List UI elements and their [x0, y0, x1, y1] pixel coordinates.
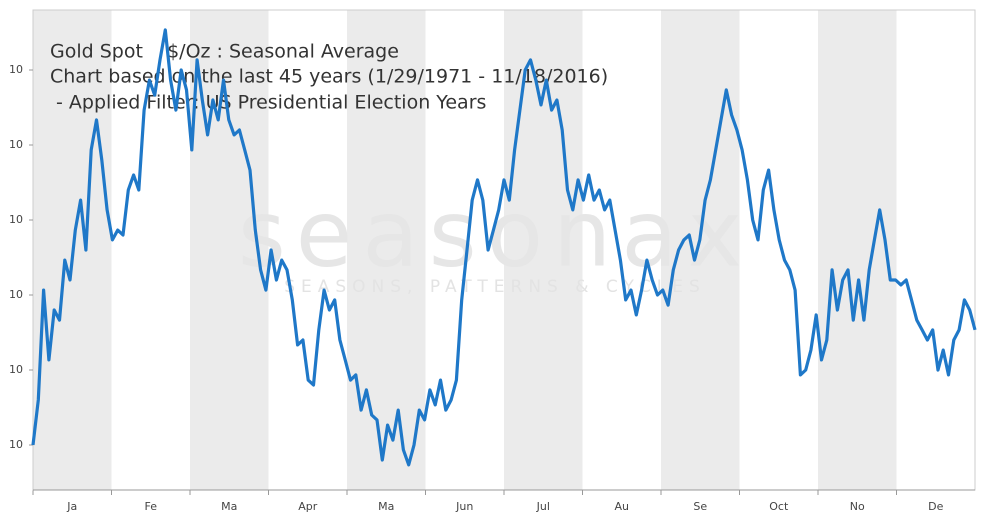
chart-title: Gold Spot $/Oz : Seasonal Average: [50, 41, 399, 63]
x-tick-label: Jul: [536, 500, 550, 513]
y-tick-label: 10: [9, 63, 23, 76]
chart-subtitle: Chart based on the last 45 years (1/29/1…: [50, 66, 608, 88]
y-tick-label: 10: [9, 288, 23, 301]
x-tick-label: Au: [615, 500, 630, 513]
watermark: seasonax: [238, 180, 752, 287]
y-tick-label: 10: [9, 213, 23, 226]
y-tick-label: 10: [9, 363, 23, 376]
y-tick-label: 10: [9, 438, 23, 451]
x-tick-label: No: [850, 500, 865, 513]
x-tick-label: Fe: [145, 500, 158, 513]
watermark-tagline: SEASONS, PATTERNS & CYCLES: [284, 277, 706, 297]
x-tick-label: De: [928, 500, 943, 513]
x-tick-label: Jun: [455, 500, 473, 513]
x-tick-label: Apr: [298, 500, 318, 513]
month-band: [190, 10, 269, 490]
x-tick-label: Ja: [66, 500, 77, 513]
x-tick-label: Ma: [378, 500, 394, 513]
x-tick-label: Se: [693, 500, 707, 513]
price-line: [31, 28, 977, 467]
month-band: [818, 10, 897, 490]
x-tick-label: Ma: [221, 500, 237, 513]
y-tick-label: 10: [9, 138, 23, 151]
x-tick-label: Oct: [769, 500, 789, 513]
filter-note: - Applied Filter: US Presidential Electi…: [50, 92, 486, 114]
